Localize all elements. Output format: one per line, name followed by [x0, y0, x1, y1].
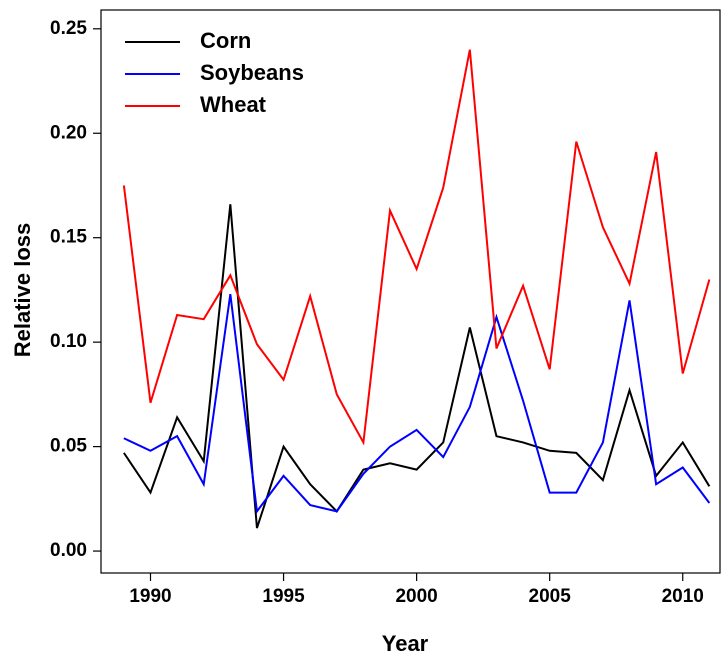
- legend-label: Wheat: [200, 92, 267, 117]
- x-axis-label: Year: [382, 631, 429, 656]
- legend-label: Corn: [200, 28, 251, 53]
- x-tick-label: 1995: [262, 586, 305, 607]
- y-tick-label: 0.25: [50, 18, 87, 39]
- series-line: [122, 49, 711, 446]
- y-tick-label: 0.20: [50, 122, 87, 143]
- y-tick-label: 0.00: [50, 540, 87, 561]
- x-tick-label: 1990: [129, 586, 171, 607]
- x-tick-label: 2000: [395, 586, 437, 607]
- x-tick-label: 2010: [662, 586, 704, 607]
- legend-label: Soybeans: [200, 60, 304, 85]
- y-axis-label: Relative loss: [10, 223, 35, 358]
- x-tick-label: 2005: [529, 586, 572, 607]
- y-tick-label: 0.05: [50, 436, 87, 457]
- series-line: [123, 204, 711, 529]
- series-line: [123, 293, 711, 514]
- y-tick-label: 0.10: [50, 331, 87, 352]
- y-tick-label: 0.15: [50, 227, 87, 248]
- plot-frame: [100, 9, 721, 574]
